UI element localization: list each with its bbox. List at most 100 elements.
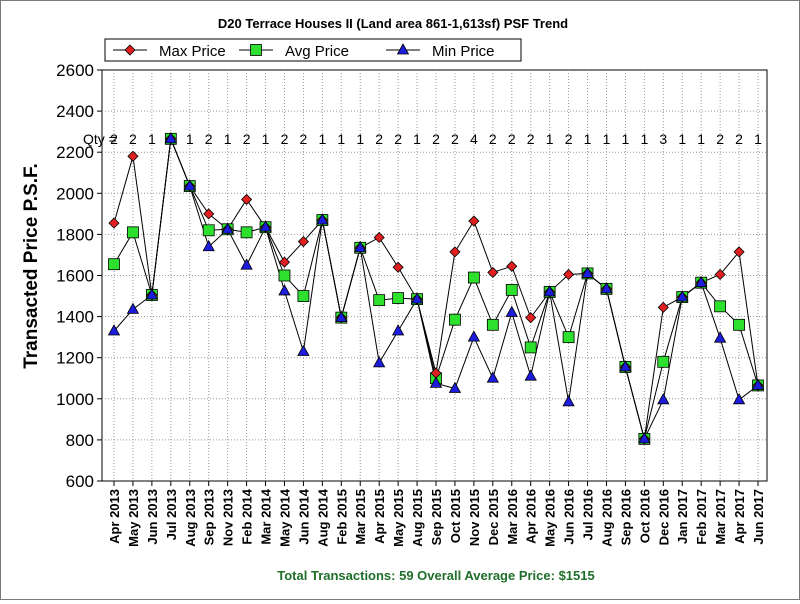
legend-label-max-price: Max Price [159,43,226,60]
x-tick-label: Jun 2017 [751,489,766,545]
min-price-point [619,360,632,372]
avg-price-point [714,300,727,313]
x-tick-label: Mar 2016 [505,489,520,545]
avg-price-point [278,269,291,282]
x-tick-label: Apr 2016 [524,489,539,544]
qty-value: 1 [318,131,326,147]
y-axis: 600 800 1000 1200 1400 1600 1800 2000 2200 2400 26… [56,61,102,491]
avg-price-point [467,271,480,284]
x-tick-label: Jun 2016 [562,489,577,545]
x-tick-label: Dec 2016 [656,489,671,545]
min-price-point [126,302,140,314]
qty-value: 1 [546,131,554,147]
avg-price-point [108,258,120,271]
x-tick-label: Dec 2015 [486,489,501,545]
min-price-point [259,220,272,232]
x-tick-label: Oct 2016 [637,489,652,543]
min-price-point [316,213,329,225]
y-tick-label: 1000 [56,390,94,409]
avg-price-point [240,226,253,239]
x-tick-label: May 2014 [277,488,292,547]
avg-price-point [657,355,670,368]
qty-value: 2 [394,131,402,147]
max-price-point [449,246,461,258]
min-price-point [505,305,518,317]
qty-value: 2 [129,131,137,147]
legend-label-min-price: Min Price [432,43,495,60]
max-price-point [487,266,499,278]
qty-value: 1 [356,131,364,147]
max-price-point [714,268,726,281]
y-axis-label: Transacted Price P.S.F. [21,163,42,369]
qty-value: 4 [470,131,478,147]
min-price-point [448,381,462,393]
min-price-point [543,285,556,297]
x-tick-label: Aug 2014 [315,488,330,547]
min-price-point [391,324,405,336]
min-price-point [410,292,424,304]
chart-footer: Total Transactions: 59 Overall Average P… [277,568,594,583]
plot-frame [101,69,768,482]
plot-area: 600 800 1000 1200 1400 1600 1800 2000 2200 2400 26… [56,61,768,547]
y-tick-label: 800 [66,431,94,450]
x-tick-label: Jul 2016 [581,489,596,540]
max-price-point [373,231,385,244]
x-tick-label: Nov 2013 [221,489,236,546]
qty-value: 2 [205,131,213,147]
min-price-point [676,290,689,302]
avg-price-point [486,318,499,331]
min-price-point [145,288,159,300]
x-tick-label: Jun 2013 [145,489,160,545]
y-tick-label: 1800 [56,225,94,244]
max-price-point [203,208,215,220]
x-tick-label: Jun 2014 [296,488,311,544]
legend-marker-max-price [124,44,136,56]
chart-title: D20 Terrace Houses II (Land area 861-1,6… [218,16,568,31]
x-tick-label: May 2013 [126,489,141,547]
x-tick-label: Aug 2013 [183,489,198,547]
qty-value: 1 [603,131,611,147]
avg-price-point [202,224,215,237]
qty-value: 2 [716,131,724,147]
max-price-point [127,150,139,162]
qty-value: 1 [337,131,345,147]
min-price-point [278,284,291,296]
min-price-point [657,392,670,405]
y-tick-label: 600 [66,472,94,491]
avg-price-point [373,294,386,307]
avg-price-point [505,283,518,296]
qty-value: 1 [622,131,630,147]
qty-label: Qty = [83,131,117,147]
y-tick-label: 2600 [56,61,94,80]
x-tick-label: Aug 2015 [410,489,425,547]
x-tick-label: Mar 2014 [259,488,274,544]
min-price-point [240,258,253,270]
max-price-point [468,215,480,227]
qty-value: 2 [300,131,308,147]
min-price-point [600,282,613,294]
avg-price-point [562,331,575,344]
min-price-point [581,266,594,278]
max-price-point [657,301,669,313]
legend-marker-avg-price [250,44,262,56]
min-price-point [335,310,348,323]
grid [102,70,767,481]
x-axis: Apr 2013 May 2013 Jun 2013 Jul 2013 Aug 2013… [107,481,766,547]
x-tick-label: Jan 2017 [675,489,690,544]
x-tick-label: Mar 2015 [353,489,368,545]
qty-value: 2 [110,131,118,147]
avg-price-point [733,318,745,331]
min-price-point [221,222,234,234]
x-tick-label: May 2016 [543,489,558,547]
x-tick-label: Sep 2013 [202,489,217,545]
legend-label-avg-price: Avg Price [285,43,349,60]
qty-value: 2 [508,131,516,147]
qty-value: 1 [413,131,421,147]
max-price-point [525,312,537,324]
avg-price-point [297,290,310,302]
x-tick-label: Apr 2015 [372,489,387,544]
y-tick-label: 2200 [56,143,94,162]
max-price-point [733,246,745,258]
x-tick-label: Mar 2017 [713,489,728,545]
